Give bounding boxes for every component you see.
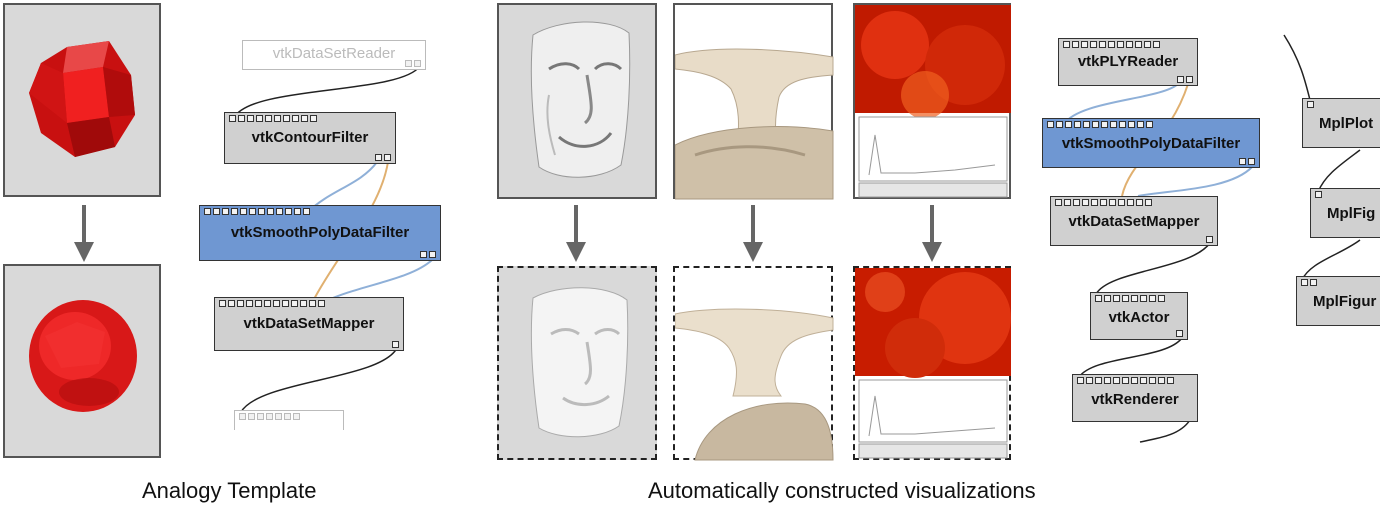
caption-automatically-constructed: Automatically constructed visualizations bbox=[648, 478, 1036, 503]
module-mplfigur[interactable]: MplFigur bbox=[1296, 276, 1380, 326]
edge-mpl-in bbox=[1283, 34, 1311, 101]
edge-mpl-a bbox=[1317, 149, 1361, 193]
module-vtkrenderer[interactable]: vtkRenderer bbox=[1072, 374, 1198, 422]
bone-before-panel bbox=[673, 3, 834, 200]
edge-ply-smooth bbox=[1063, 83, 1179, 125]
module-vtkactor[interactable]: vtkActor bbox=[1090, 292, 1188, 340]
face-before-panel bbox=[497, 3, 657, 199]
module-vtksmoothpolydatafilter-2[interactable]: vtkSmoothPolyDataFilter bbox=[1042, 118, 1260, 168]
smoothed-face-image bbox=[530, 287, 629, 438]
edge-mapper-actor bbox=[1095, 242, 1211, 295]
edge-smooth-mapper2 bbox=[1137, 166, 1253, 197]
module-label: vtkRenderer bbox=[1091, 391, 1179, 408]
smoothed-heart-image bbox=[855, 268, 1011, 459]
module-vtkdatasetmapper-2[interactable]: vtkDataSetMapper bbox=[1050, 196, 1218, 246]
module-label: vtkDataSetMapper bbox=[1068, 213, 1200, 230]
module-label: vtkContourFilter bbox=[251, 129, 369, 146]
heart-before-panel bbox=[853, 3, 1011, 199]
edge-mapper-out bbox=[240, 347, 398, 413]
edge-reader-contour bbox=[233, 65, 421, 119]
heart-after-panel bbox=[853, 266, 1011, 460]
module-mplplot[interactable]: MplPlot bbox=[1302, 98, 1380, 148]
module-label: vtkActor bbox=[1108, 309, 1170, 326]
module-vtksmoothpolydatafilter[interactable]: vtkSmoothPolyDataFilter bbox=[199, 205, 441, 261]
face-image bbox=[530, 21, 631, 178]
module-label: MplFigur bbox=[1313, 293, 1377, 310]
module-vtkplyreader[interactable]: vtkPLYReader bbox=[1058, 38, 1198, 86]
module-label: vtkPLYReader bbox=[1077, 53, 1179, 70]
face-after-panel bbox=[497, 266, 657, 460]
edge-renderer-out bbox=[1139, 419, 1191, 443]
module-label: vtkDataSetReader bbox=[272, 45, 396, 62]
module-label: vtkSmoothPolyDataFilter bbox=[230, 224, 410, 241]
module-label: MplPlot bbox=[1319, 115, 1374, 132]
smoothed-polyhedron-image bbox=[29, 300, 137, 412]
module-partial-next bbox=[234, 410, 344, 430]
polyhedron-image bbox=[29, 41, 135, 157]
bone-after-panel bbox=[673, 266, 834, 461]
module-mplfig[interactable]: MplFig bbox=[1310, 188, 1380, 238]
module-label: vtkSmoothPolyDataFilter bbox=[1061, 135, 1241, 152]
bone-image bbox=[675, 48, 834, 200]
module-label: MplFig bbox=[1327, 205, 1376, 222]
heart-image bbox=[855, 5, 1011, 198]
edge-smooth-mapper bbox=[325, 259, 433, 302]
module-vtkdatasetmapper[interactable]: vtkDataSetMapper bbox=[214, 297, 404, 351]
smoothed-bone-image bbox=[675, 308, 834, 461]
module-vtkcontourfilter[interactable]: vtkContourFilter bbox=[224, 112, 396, 164]
module-label: vtkDataSetMapper bbox=[243, 315, 375, 332]
template-before-panel bbox=[3, 3, 161, 197]
edge-actor-renderer bbox=[1078, 337, 1183, 378]
template-after-panel bbox=[3, 264, 161, 458]
module-vtkdatasetreader[interactable]: vtkDataSetReader bbox=[242, 40, 426, 70]
caption-analogy-template: Analogy Template bbox=[142, 478, 317, 503]
edge-mpl-b bbox=[1301, 239, 1361, 281]
